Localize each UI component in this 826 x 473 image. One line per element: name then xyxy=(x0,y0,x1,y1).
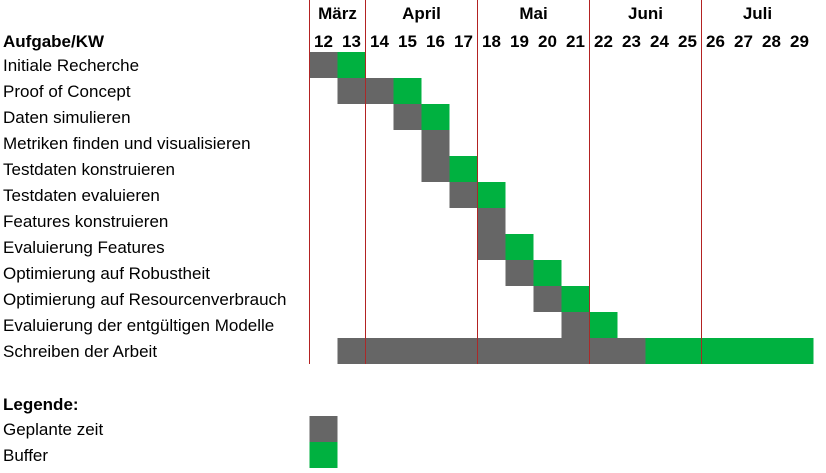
header-label: Aufgabe/KW xyxy=(3,32,105,51)
planned-bar xyxy=(477,234,506,260)
task-label: Metriken finden und visualisieren xyxy=(3,134,251,153)
buffer-bar xyxy=(533,260,562,286)
buffer-bar xyxy=(589,312,618,338)
legend-label: Geplante zeit xyxy=(3,420,103,439)
week-label: 15 xyxy=(398,32,417,51)
buffer-bar xyxy=(505,234,534,260)
buffer-bar xyxy=(645,338,814,364)
task-label: Optimierung auf Robustheit xyxy=(3,264,210,283)
week-label: 23 xyxy=(622,32,641,51)
month-label: Mai xyxy=(519,4,547,23)
buffer-bar xyxy=(421,104,450,130)
month-label: März xyxy=(318,4,357,23)
planned-bar xyxy=(309,52,338,78)
legend: Geplante zeit Buffer xyxy=(3,416,338,468)
week-label: 20 xyxy=(538,32,557,51)
task-label: Evaluierung der entgültigen Modelle xyxy=(3,316,274,335)
month-label: April xyxy=(402,4,441,23)
week-label: 21 xyxy=(566,32,585,51)
legend-title: Legende: xyxy=(3,395,79,414)
buffer-bar xyxy=(561,286,590,312)
planned-bar xyxy=(421,130,450,156)
week-label: 17 xyxy=(454,32,473,51)
task-label: Features konstruieren xyxy=(3,212,168,231)
task-label: Testdaten evaluieren xyxy=(3,186,160,205)
month-labels: März April Mai Juni Juli xyxy=(318,4,772,23)
task-label: Testdaten konstruieren xyxy=(3,160,175,179)
legend-swatch xyxy=(309,442,338,468)
week-label: 29 xyxy=(790,32,809,51)
buffer-bar xyxy=(393,78,422,104)
legend-swatch xyxy=(309,416,338,442)
legend-label: Buffer xyxy=(3,446,48,465)
planned-bar xyxy=(561,312,590,338)
planned-bar xyxy=(505,260,534,286)
week-label: 16 xyxy=(426,32,445,51)
task-label: Proof of Concept xyxy=(3,82,131,101)
planned-bar xyxy=(477,208,506,234)
week-label: 18 xyxy=(482,32,501,51)
task-label: Initiale Recherche xyxy=(3,56,139,75)
week-label: 27 xyxy=(734,32,753,51)
task-bars xyxy=(309,0,814,364)
week-label: 19 xyxy=(510,32,529,51)
week-label: 14 xyxy=(370,32,389,51)
week-label: 13 xyxy=(342,32,361,51)
task-label: Schreiben der Arbeit xyxy=(3,342,157,361)
task-label: Evaluierung Features xyxy=(3,238,165,257)
month-label: Juli xyxy=(743,4,772,23)
task-label: Daten simulieren xyxy=(3,108,131,127)
planned-bar xyxy=(449,182,478,208)
task-labels: Initiale Recherche Proof of Concept Daten … xyxy=(3,56,286,361)
planned-bar xyxy=(421,156,450,182)
planned-bar xyxy=(337,338,646,364)
week-label: 26 xyxy=(706,32,725,51)
task-label: Optimierung auf Resourcenverbrauch xyxy=(3,290,286,309)
week-labels: 12 13 14 15 16 17 18 19 20 21 22 23 24 25 26 27 28 29 xyxy=(314,32,809,51)
buffer-bar xyxy=(477,182,506,208)
week-label: 22 xyxy=(594,32,613,51)
planned-bar xyxy=(533,286,562,312)
planned-bar xyxy=(393,104,422,130)
week-label: 24 xyxy=(650,32,669,51)
month-label: Juni xyxy=(628,4,663,23)
week-label: 25 xyxy=(678,32,697,51)
week-label: 12 xyxy=(314,32,333,51)
week-label: 28 xyxy=(762,32,781,51)
buffer-bar xyxy=(337,52,366,78)
buffer-bar xyxy=(449,156,478,182)
